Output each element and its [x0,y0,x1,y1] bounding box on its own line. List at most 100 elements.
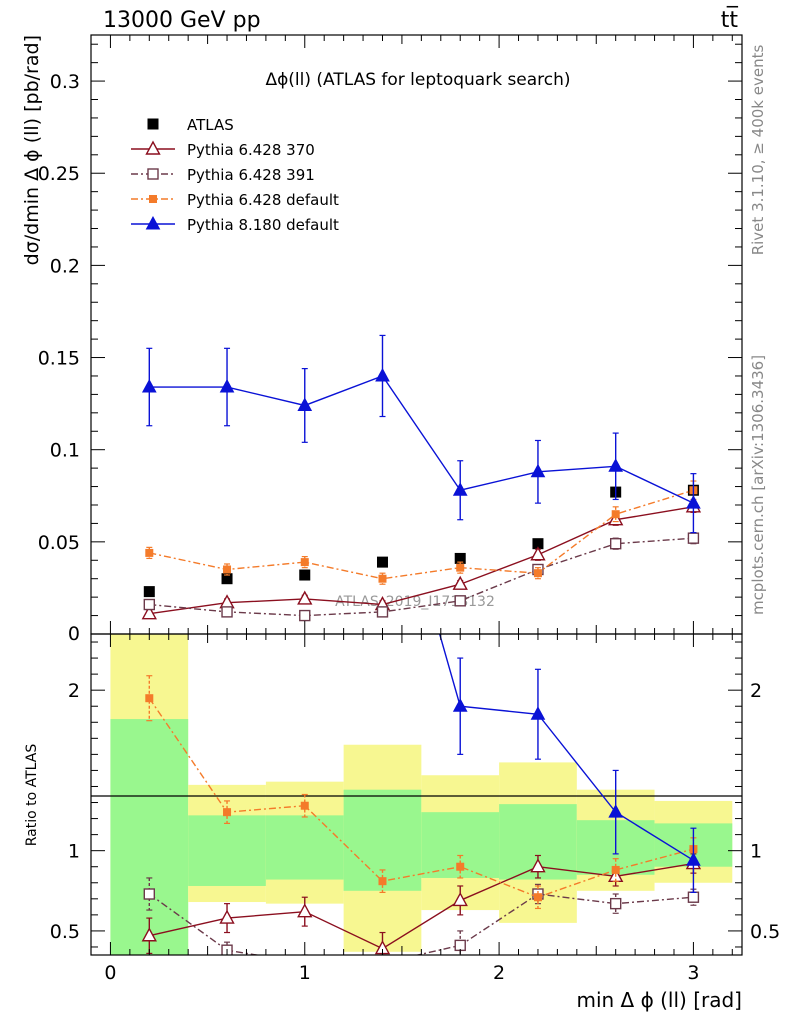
ratio-panel-frame [90,633,743,956]
data-point [530,706,546,720]
series-pythia-6-428-370 [141,498,702,620]
legend-label: ATLAS [187,116,234,134]
data-point [456,563,465,572]
y-tick-label: 0.3 [50,71,80,93]
data-point [145,215,161,230]
data-point [221,573,233,585]
data-point [141,605,157,620]
data-point [219,594,235,609]
series-line [149,537,694,617]
rivet-label: Rivet 3.1.10, ≥ 400k events [749,45,767,256]
y-tick-label: 0.2 [50,255,80,277]
data-point [376,426,389,438]
y-tick-label: 0 [68,623,80,645]
x-tick-label: 1 [299,962,311,984]
data-point [530,463,546,478]
ratio-uncertainty-bands [110,634,733,955]
band-inner [110,719,189,955]
series-line [438,634,694,861]
data-point [141,927,157,942]
plot-title: Δϕ(ll) (ATLAS for leptoquark search) [265,70,570,90]
series-pythia-8-180-default [141,334,701,534]
band-inner [188,815,266,886]
data-point [452,482,468,496]
data-point [219,909,235,924]
series-line [148,697,694,898]
data-point [686,852,701,866]
data-point [533,569,542,578]
legend-item: Pythia 6.428 default [131,191,339,209]
data-point [219,378,235,393]
series-pythia-6-428-default [145,480,698,585]
legend-item: ATLAS [147,116,234,134]
x-tick-label: 3 [687,962,699,984]
data-point [609,897,622,910]
data-point [145,548,154,557]
data-point [454,552,466,564]
legend-item: Pythia 8.180 default [131,215,339,234]
series-line [149,489,694,580]
data-point [611,510,620,519]
data-point [452,891,468,907]
data-point [145,694,154,703]
data-point [297,590,313,605]
y-tick-label: 0.25 [38,163,80,185]
series-line [149,375,694,504]
data-point [143,586,155,598]
series-line [149,506,694,615]
y-tick-label: 0.1 [50,440,80,462]
data-point [609,537,622,550]
ratio-y-axis-label: Ratio to ATLAS [24,744,40,847]
data-point [297,397,313,411]
data-point [223,808,232,817]
main-series-layer [141,334,702,622]
data-point [452,698,468,712]
mcplots-label: mcplots.cern.ch [arXiv:1306.3436] [749,355,767,615]
x-tick-label: 2 [493,962,505,984]
data-point [608,458,624,472]
data-point [376,606,389,618]
data-point [530,858,546,873]
data-point [452,575,468,590]
energy-label: 13000 GeV pp [103,8,261,33]
data-point [530,546,546,561]
legend-label: Pythia 6.428 default [187,191,339,209]
data-point [147,168,159,180]
axes-layer: 0 1 2 3 0.05 0.1 0.15 0.2 0.25 0.3 0 0.5 0.5 1 1 2 2 [38,35,780,984]
data-point [299,609,311,622]
data-point [456,862,465,871]
data-point [299,569,311,581]
data-point [532,538,544,550]
process-label: tt̅ [721,6,739,33]
legend: ATLAS Pythia 6.428 370 Pythia 6.428 391 Pyt… [131,116,339,234]
data-point [454,939,466,952]
ratio-series-layer [141,73,702,968]
data-point [608,804,624,818]
data-point [533,893,542,902]
data-point [145,140,161,155]
y-tick-label: 0.5 [50,921,80,943]
y-tick-label-right: 2 [750,680,762,702]
series-pythia-8-180-default [143,73,701,894]
data-point [611,865,620,874]
legend-item: Pythia 6.428 370 [131,140,315,159]
data-point [376,556,388,568]
series-pythia-6-428-391 [143,532,700,622]
data-point [147,118,159,130]
legend-item: Pythia 6.428 391 [131,166,315,184]
series-line [148,893,694,955]
band-inner [265,815,344,880]
main-y-axis-label: dσ/dmin Δ ϕ (ll) [pb/rad] [21,35,43,265]
y-tick-label-right: 1 [750,841,762,863]
y-tick-label: 0.15 [38,348,80,370]
y-tick-label: 1 [68,841,80,863]
data-point [377,958,387,968]
data-point [143,888,155,900]
data-point [149,195,157,203]
data-point [143,73,156,85]
data-point [300,801,309,810]
data-point [300,558,309,567]
data-point [378,877,387,886]
band-inner [343,789,422,891]
